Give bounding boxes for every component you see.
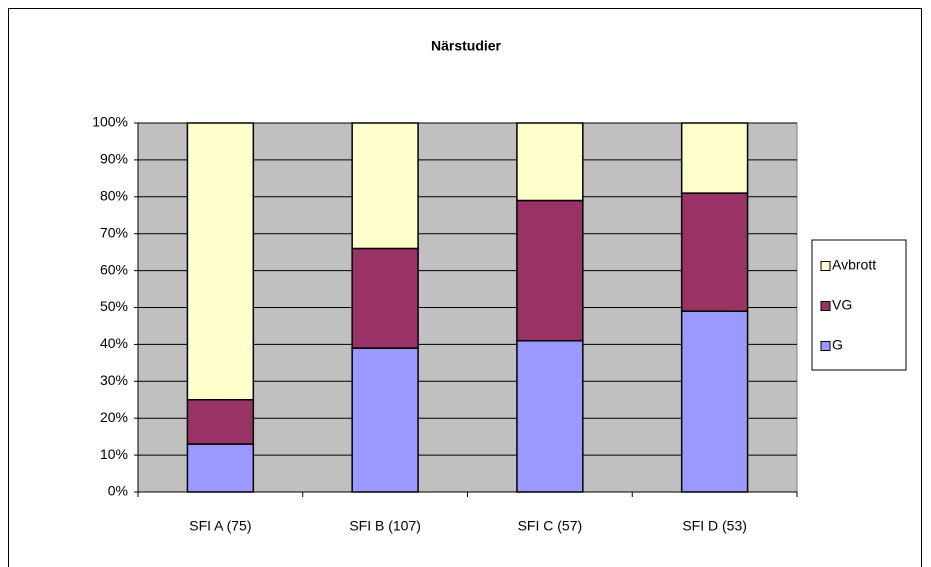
legend-label: VG bbox=[832, 297, 852, 313]
y-tick-label: 10% bbox=[100, 446, 128, 462]
y-tick-label: 60% bbox=[100, 261, 128, 277]
x-tick-label: SFI B (107) bbox=[349, 518, 421, 534]
bar-segment bbox=[351, 347, 419, 493]
y-tick-label: 30% bbox=[100, 372, 128, 388]
legend-swatch bbox=[820, 341, 831, 351]
bar-segment bbox=[186, 443, 255, 493]
x-tick-label: SFI A (75) bbox=[189, 518, 251, 534]
bar-segment bbox=[186, 122, 255, 401]
y-tick-label: 40% bbox=[100, 335, 128, 351]
bar-segment bbox=[680, 310, 749, 493]
bar-segment bbox=[680, 122, 749, 194]
y-tick-label: 50% bbox=[100, 298, 128, 314]
legend-swatch bbox=[820, 301, 831, 311]
x-tick-label: SFI C (57) bbox=[518, 518, 583, 534]
bar-segment bbox=[516, 339, 584, 493]
bar-segment bbox=[516, 199, 584, 342]
y-tick-label: 100% bbox=[92, 114, 128, 130]
y-tick-label: 90% bbox=[100, 151, 128, 167]
bar-segment bbox=[680, 192, 749, 312]
legend-swatch bbox=[820, 261, 831, 271]
legend-label: Avbrott bbox=[832, 257, 876, 273]
chart-title: Närstudier bbox=[431, 38, 502, 54]
bar-segment bbox=[351, 122, 419, 250]
bar-segment bbox=[351, 247, 419, 349]
x-tick-label: SFI D (53) bbox=[682, 518, 747, 534]
legend-label: G bbox=[832, 337, 843, 353]
y-tick-label: 70% bbox=[100, 224, 128, 240]
bar-segment bbox=[516, 122, 584, 202]
bar-segment bbox=[186, 399, 255, 445]
y-tick-label: 80% bbox=[100, 188, 128, 204]
y-tick-label: 20% bbox=[100, 409, 128, 425]
y-tick-label: 0% bbox=[108, 483, 128, 499]
